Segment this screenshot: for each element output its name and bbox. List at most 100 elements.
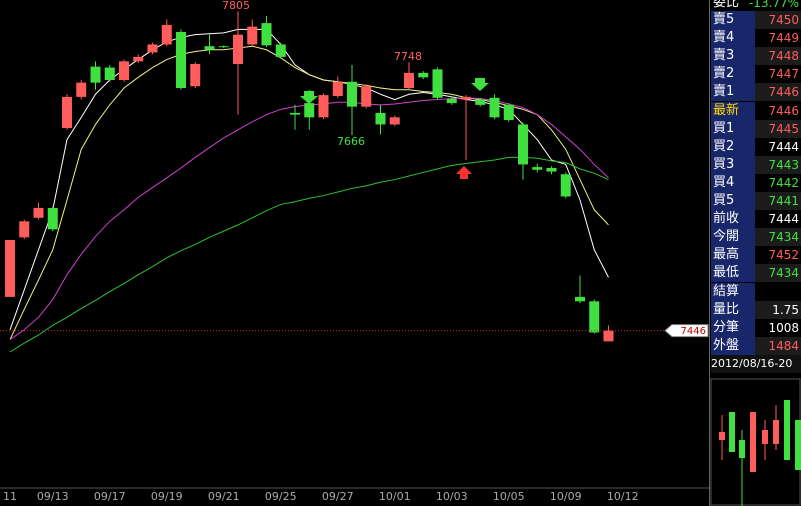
candle-body [575, 296, 585, 302]
mini-body [784, 400, 790, 460]
quote-value: 7450 [755, 11, 801, 29]
ratio-label: 委比 [713, 0, 740, 10]
quote-value: 7441 [755, 192, 801, 210]
x-tick-label: 09/25 [265, 490, 297, 503]
quote-value: 7446 [755, 83, 801, 102]
quote-value: 1.75 [755, 300, 801, 319]
candle-body [147, 44, 158, 53]
quote-label: 賣4 [711, 29, 755, 48]
candle-body [304, 103, 315, 118]
candle-body [161, 24, 172, 45]
candle-body [104, 67, 115, 80]
candle-body [204, 46, 215, 50]
candle-body [532, 167, 543, 170]
candle-body [603, 330, 614, 342]
quote-value: 7444 [755, 137, 801, 156]
candle-body [432, 69, 443, 98]
quote-label: 買1 [711, 119, 755, 138]
quote-row: 賣1 7446 [711, 83, 801, 102]
candle-body [47, 208, 58, 230]
low-label: 7666 [337, 135, 365, 148]
quote-value: 7442 [755, 173, 801, 192]
quote-label: 今開 [711, 228, 755, 247]
candle-body [62, 96, 72, 128]
candle-body [361, 86, 372, 107]
mini-body [795, 420, 801, 470]
quote-row: 賣4 7449 [711, 29, 801, 48]
x-tick-label: 09/13 [37, 490, 69, 503]
mini-body [719, 432, 725, 440]
sell-signal [471, 78, 489, 91]
quote-row: 今開 7434 [711, 228, 801, 247]
candle-body [389, 117, 400, 125]
candle-body [261, 23, 272, 46]
quote-label: 賣5 [711, 11, 755, 29]
quote-row: 買2 7444 [711, 137, 801, 156]
quote-value: 7445 [755, 119, 801, 138]
candle-body [275, 44, 286, 57]
candle-body [190, 64, 201, 87]
quote-label: 最新 [711, 101, 755, 120]
quote-label: 分筆 [711, 318, 755, 337]
quote-row: 前收 7444 [711, 210, 801, 229]
quote-value: 7447 [755, 65, 801, 84]
quote-value: 7434 [755, 264, 801, 283]
quote-row: 買5 7441 [711, 192, 801, 210]
quote-label: 賣1 [711, 83, 755, 102]
candle-body [247, 26, 258, 45]
quote-value: 1484 [755, 336, 801, 355]
candle-body [119, 61, 129, 80]
moving-average [9, 156, 609, 353]
quote-label: 量比 [711, 300, 755, 319]
quote-row: 買3 7443 [711, 155, 801, 174]
buy-signal [456, 166, 472, 179]
high-label: 7748 [394, 50, 422, 63]
quote-value: 7449 [755, 29, 801, 48]
quote-row: 結算 [711, 282, 801, 301]
quote-value: 7434 [755, 228, 801, 247]
quote-label: 買4 [711, 173, 755, 192]
x-tick-label: 10/03 [436, 490, 468, 503]
quote-row: 量比 1.75 [711, 300, 801, 319]
candle-body [5, 240, 15, 297]
candle-body [375, 112, 386, 125]
candle-body [589, 301, 600, 333]
quote-label: 外盤 [711, 336, 755, 355]
x-tick-label: 09/19 [151, 490, 183, 503]
candle-body [233, 34, 243, 64]
quote-value: 7443 [755, 155, 801, 174]
high-label: 7805 [222, 0, 250, 12]
quote-value: 7446 [755, 101, 801, 120]
ma-line [9, 156, 609, 353]
x-tick-label: 11 [3, 490, 17, 503]
x-tick-label: 09/27 [322, 490, 354, 503]
candle-body [332, 81, 343, 96]
candle-body [218, 46, 229, 48]
x-tick-label: 10/05 [493, 490, 525, 503]
quote-row: 最高 7452 [711, 246, 801, 265]
quote-label: 最高 [711, 246, 755, 265]
candle-body [489, 97, 500, 118]
quote-label: 結算 [711, 282, 755, 301]
candle-body [461, 96, 471, 100]
candle-body [176, 32, 186, 88]
quote-label: 最低 [711, 264, 755, 283]
quote-row: 賣3 7448 [711, 47, 801, 66]
quote-row: 分筆 1008 [711, 318, 801, 337]
mini-body [762, 430, 768, 444]
quote-label: 前收 [711, 210, 755, 229]
candle-body [503, 104, 514, 120]
mini-body [739, 440, 745, 458]
last-price-box [664, 324, 709, 338]
mini-body [729, 412, 735, 452]
x-tick-label: 10/09 [550, 490, 582, 503]
quote-label: 買5 [711, 192, 755, 210]
quote-label: 賣3 [711, 47, 755, 66]
candle-body [546, 168, 557, 172]
candle-body [446, 98, 457, 104]
candle-body [318, 95, 329, 118]
quote-value: 7444 [755, 210, 801, 229]
candle-body [475, 99, 486, 105]
